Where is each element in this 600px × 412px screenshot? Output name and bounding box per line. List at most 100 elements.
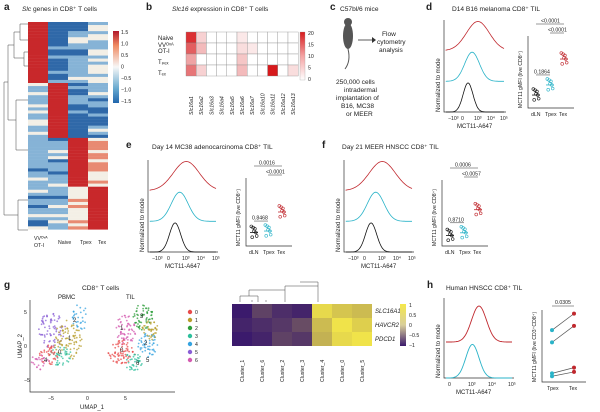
- panel-g-ylabel: UMAP_2: [18, 333, 24, 358]
- panel-b-cell: [185, 64, 197, 77]
- hist-xtick: 10³: [182, 256, 190, 262]
- umap-point: [123, 343, 126, 345]
- panel-a-cell: [48, 79, 68, 84]
- umap-point: [117, 355, 120, 357]
- panel-a-cell: [28, 52, 48, 56]
- umap-point: [72, 311, 75, 313]
- umap-point: [53, 319, 56, 321]
- umap-point: [47, 352, 50, 355]
- panel-b-scale-tick: 5: [308, 66, 311, 72]
- panel-a-cell: [28, 223, 48, 227]
- umap-point: [121, 340, 124, 343]
- hist-xtick: 10⁴: [393, 256, 401, 262]
- umap-point: [62, 332, 65, 335]
- data-point: [549, 79, 553, 84]
- panel-b-cell: [277, 64, 289, 77]
- panel-a-colorbar: [113, 31, 119, 103]
- group-label: Tpex: [547, 386, 559, 392]
- group-label: Tex: [473, 250, 481, 256]
- umap-point: [66, 327, 69, 329]
- umap-point: [78, 329, 80, 332]
- panel-a-cell: [28, 153, 48, 157]
- umap-point: [140, 321, 143, 324]
- panel-h-letter: h: [427, 280, 433, 291]
- umap-point: [76, 348, 78, 351]
- umap-point: [65, 351, 68, 353]
- panel-b-cell: [257, 64, 268, 77]
- panel-g-cluster-label: Cluster_3: [300, 360, 306, 382]
- umap-point: [54, 344, 56, 347]
- panel-a-scale-tick: 0: [121, 65, 124, 71]
- p-value: 0.8710: [448, 217, 464, 223]
- umap-point: [53, 315, 55, 317]
- panel-a-cell: [48, 98, 68, 102]
- umap-point: [131, 337, 134, 340]
- umap-cluster-label: 1: [120, 326, 124, 332]
- umap-point: [133, 324, 136, 327]
- panel-a-cell: [28, 220, 48, 224]
- panel-a-cell: [28, 73, 48, 78]
- umap-xtick: 5: [124, 396, 127, 402]
- umap-point: [117, 334, 120, 337]
- umap-point: [149, 322, 152, 325]
- panel-a-cell: [88, 201, 108, 206]
- umap-point: [133, 369, 135, 371]
- panel-a-cell: [88, 70, 108, 75]
- data-point: [536, 93, 540, 97]
- umap-point: [83, 309, 85, 312]
- data-point: [451, 237, 455, 241]
- panel-g-cell: [312, 318, 332, 332]
- panel-g-cluster-label: Cluster_1: [240, 360, 246, 382]
- panel-a-cell: [88, 189, 108, 193]
- umap-point: [128, 329, 130, 331]
- data-point: [474, 212, 478, 217]
- panel-b-cell: [236, 53, 248, 66]
- panel-a-cell: [68, 211, 88, 215]
- umap-point: [151, 310, 154, 313]
- umap-point: [126, 336, 129, 338]
- umap-point: [132, 355, 135, 358]
- data-point: [560, 62, 564, 66]
- umap-point: [39, 368, 42, 371]
- umap-point: [121, 315, 123, 318]
- panel-a-heatmap: [28, 22, 108, 230]
- panel-a-cell: [28, 101, 48, 105]
- umap-point: [53, 338, 56, 341]
- panel-g-xlabel: UMAP_1: [80, 405, 105, 411]
- umap-point: [49, 321, 52, 324]
- panel-a-cell: [48, 211, 68, 215]
- panel-a-cell: [88, 150, 108, 154]
- panel-a-cell: [28, 49, 48, 53]
- panel-g-gene-label: PDCD1: [375, 337, 395, 343]
- umap-point: [80, 345, 82, 347]
- umap-point: [80, 321, 82, 324]
- umap-point: [117, 345, 120, 348]
- umap-point: [148, 337, 151, 340]
- umap-point: [115, 361, 117, 363]
- umap-point: [34, 358, 37, 360]
- panel-a-cell: [68, 214, 88, 218]
- panel-b-cell: [216, 64, 227, 77]
- panel-a-cell: [28, 31, 48, 35]
- panel-a-cell: [48, 34, 68, 38]
- hist-trace-tpex: [446, 343, 512, 379]
- hist-xtick: 10⁵: [508, 382, 516, 388]
- panel-a-cell: [28, 208, 48, 212]
- umap-point: [141, 363, 143, 365]
- panel-a-cell: [28, 183, 48, 187]
- data-point-tpex: [550, 374, 554, 379]
- panel-a-cell: [88, 226, 108, 230]
- panel-a-cell: [88, 34, 108, 38]
- panel-a-cell: [68, 113, 88, 117]
- umap-point: [142, 304, 144, 307]
- hist-ylabel: Normalized to mode: [140, 198, 146, 252]
- umap-point: [147, 309, 150, 312]
- panel-b-cell: [226, 31, 238, 44]
- panel-a-cell: [48, 147, 68, 151]
- panel-a-cell: [88, 128, 108, 132]
- arrow-icon: [358, 37, 376, 43]
- umap-cluster-label: 4: [44, 358, 48, 364]
- umap-point: [119, 331, 122, 334]
- umap-point: [84, 321, 86, 324]
- panel-a-cell: [28, 83, 48, 87]
